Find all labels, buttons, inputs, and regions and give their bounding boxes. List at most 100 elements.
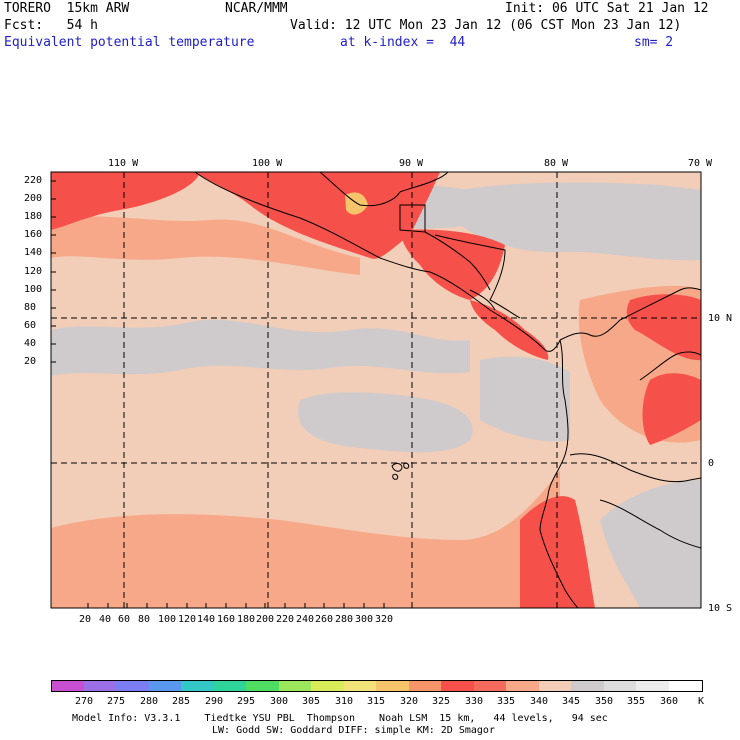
- coastlines: [194, 172, 701, 608]
- x-tick-label: 320: [375, 614, 394, 625]
- theta-e-field: [51, 172, 701, 608]
- coast-gulf: [319, 172, 401, 207]
- field-350-pacific-east: [480, 356, 570, 442]
- lat-label-10s: 10 S: [708, 603, 733, 614]
- colorbar-swatch: [636, 680, 670, 692]
- colorbar-level-label: 320: [399, 696, 419, 707]
- x-tick-label: 220: [276, 614, 295, 625]
- field-350-west-band: [51, 319, 470, 376]
- field-330-mexico: [195, 172, 440, 259]
- model-name: TORERO 15km ARW: [4, 1, 130, 16]
- field-320-highlands: [345, 192, 368, 215]
- coast-yucatan: [399, 172, 449, 193]
- forecast-hour: Fcst: 54 h: [4, 18, 98, 33]
- footer-physics: LW: Godd SW: Goddard DIFF: simple KM: 2D…: [212, 725, 495, 736]
- colorbar-swatch: [181, 680, 215, 692]
- lon-label-100w: 100 W: [252, 158, 283, 169]
- axis-ticks: [51, 180, 385, 608]
- field-330-colombia-strip: [642, 373, 701, 445]
- y-tick-label: 180: [24, 211, 43, 222]
- border-peru: [599, 499, 701, 549]
- x-tick-label: 20: [79, 614, 92, 625]
- y-tick-label: 60: [24, 320, 37, 331]
- colorbar-swatch: [376, 680, 410, 692]
- coast-colombia: [539, 339, 579, 608]
- level-info: at k-index = 44: [340, 35, 466, 50]
- colorbar-level-label: 285: [171, 696, 191, 707]
- field-name: Equivalent potential temperature: [4, 35, 255, 50]
- colorbar-level-label: 275: [106, 696, 126, 707]
- y-tick-label: 100: [24, 284, 43, 295]
- organization: NCAR/MMM: [225, 1, 288, 16]
- colorbar-unit: K: [698, 696, 705, 707]
- y-tick-label: 40: [24, 338, 37, 349]
- field-350-center-blob: [298, 392, 473, 453]
- colorbar-level-label: 345: [561, 696, 581, 707]
- lon-label-70w: 70 W: [688, 158, 713, 169]
- smoothing-info: sm= 2: [634, 35, 674, 50]
- field-330-central-america: [400, 229, 505, 300]
- colorbar-swatch: [84, 680, 118, 692]
- x-tick-label: 100: [158, 614, 177, 625]
- colorbar-swatch: [116, 680, 150, 692]
- field-350-south-america: [600, 480, 701, 608]
- field-350-northeast: [460, 182, 701, 261]
- border-honduras: [424, 231, 491, 291]
- colorbar-level-label: 295: [236, 696, 256, 707]
- colorbar-swatch: [344, 680, 378, 692]
- grid-lines: [51, 172, 701, 608]
- colorbar-swatch: [51, 680, 85, 692]
- coast-central-america: [429, 271, 561, 352]
- coast-mexico: [194, 172, 431, 273]
- field-340-north-pacific: [51, 216, 360, 275]
- footer-model-info: Model Info: V3.3.1 Tiedtke YSU PBL Thomp…: [72, 713, 608, 724]
- lon-label-110w: 110 W: [108, 158, 139, 169]
- colorbar-swatch: [441, 680, 475, 692]
- y-tick-label: 80: [24, 302, 37, 313]
- colorbar-swatch: [214, 680, 248, 692]
- border-nicaragua: [469, 289, 496, 311]
- colorbar-level-label: 325: [431, 696, 451, 707]
- colorbar-swatch: [669, 680, 703, 692]
- field-330-costa-rica: [470, 300, 549, 360]
- y-tick-label: 120: [24, 266, 43, 277]
- valid-time: Valid: 12 UTC Mon 23 Jan 12 (06 CST Mon …: [290, 18, 682, 33]
- x-tick-label: 160: [217, 614, 236, 625]
- x-tick-label: 140: [197, 614, 216, 625]
- x-tick-label: 180: [237, 614, 256, 625]
- colorbar-swatch: [279, 680, 313, 692]
- colorbar-level-label: 290: [204, 696, 224, 707]
- x-tick-label: 80: [138, 614, 151, 625]
- lon-label-80w: 80 W: [544, 158, 569, 169]
- lat-label-equator: 0: [708, 458, 715, 469]
- colorbar-level-label: 355: [626, 696, 646, 707]
- x-tick-label: 200: [256, 614, 275, 625]
- y-tick-label: 140: [24, 247, 43, 258]
- colorbar-swatch: [149, 680, 183, 692]
- field-330-northwest: [51, 172, 200, 230]
- colorbar-swatch: [506, 680, 540, 692]
- lon-label-90w: 90 W: [399, 158, 424, 169]
- colorbar-swatch: [539, 680, 573, 692]
- x-tick-label: 240: [296, 614, 315, 625]
- border-colombia-ecuador: [569, 453, 701, 483]
- colorbar-level-label: 350: [594, 696, 614, 707]
- y-tick-label: 200: [24, 193, 43, 204]
- x-tick-label: 280: [335, 614, 354, 625]
- y-tick-label: 220: [24, 175, 43, 186]
- x-tick-label: 60: [118, 614, 131, 625]
- colorbar-level-label: 305: [301, 696, 321, 707]
- colorbar-level-label: 360: [659, 696, 679, 707]
- x-tick-label: 300: [355, 614, 374, 625]
- colorbar-swatch: [246, 680, 280, 692]
- colorbar-level-label: 335: [496, 696, 516, 707]
- colorbar-level-label: 300: [269, 696, 289, 707]
- colorbar-swatch: [409, 680, 443, 692]
- colorbar-swatch: [604, 680, 638, 692]
- colorbar-level-label: 315: [366, 696, 386, 707]
- coast-panama: [559, 287, 701, 341]
- coast-caribbean: [434, 234, 521, 319]
- field-330-venezuela: [626, 294, 701, 361]
- x-tick-label: 260: [315, 614, 334, 625]
